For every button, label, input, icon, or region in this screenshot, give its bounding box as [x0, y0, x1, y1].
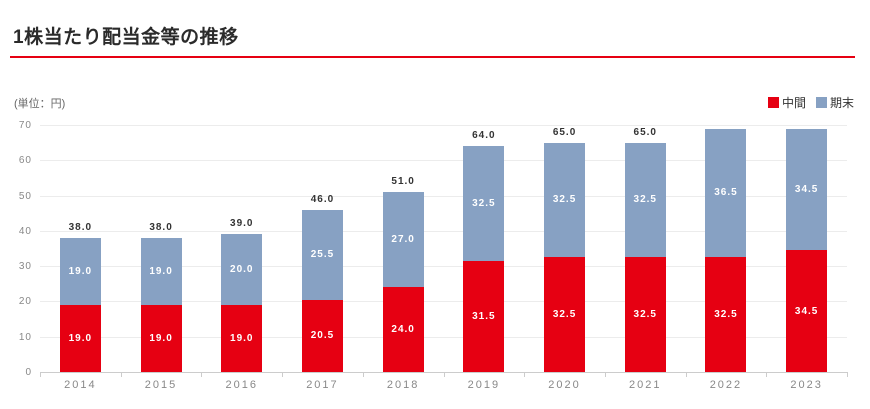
bar-total-label: 51.0 — [391, 176, 415, 188]
bar-segment-label: 19.0 — [149, 332, 173, 344]
y-axis-label: 60 — [18, 155, 32, 167]
legend-swatch-icon — [815, 97, 827, 108]
y-axis-label: 30 — [18, 261, 32, 273]
y-axis-label: 50 — [18, 190, 32, 202]
bar-total-label: 64.0 — [472, 130, 496, 142]
x-axis-tick — [847, 372, 848, 377]
legend-label: 期末 — [829, 96, 854, 110]
bar-segment: 34.5 — [786, 128, 828, 251]
bar-segment-label: 27.0 — [391, 234, 415, 246]
x-axis-label: 2022 — [709, 379, 743, 391]
bar-segment-label: 32.5 — [714, 309, 738, 321]
bar-segment: 19.0 — [140, 304, 182, 372]
chart-legend: 中間 期末 — [767, 94, 854, 111]
bar-segment-label: 19.0 — [149, 265, 173, 277]
bar-segment: 19.0 — [140, 237, 182, 305]
bar-segment-label: 24.0 — [391, 324, 415, 336]
gridline — [40, 266, 847, 268]
bar-segment: 19.0 — [59, 237, 101, 305]
bar-segment: 32.5 — [544, 142, 586, 258]
bar-segment: 32.5 — [544, 257, 586, 372]
bar-segment: 31.5 — [463, 260, 505, 372]
bar-segment: 20.0 — [221, 234, 263, 305]
bar-segment-label: 32.5 — [472, 197, 496, 209]
bar-segment-label: 19.0 — [230, 332, 254, 344]
bar-segment-label: 25.5 — [310, 249, 335, 261]
x-axis-label: 2017 — [306, 379, 339, 391]
x-axis-label: 2016 — [225, 379, 258, 391]
bar-total-label: 38.0 — [68, 221, 93, 233]
y-axis-label: 20 — [18, 296, 32, 308]
bar-segment-label: 19.0 — [68, 265, 93, 277]
bar-segment: 34.5 — [786, 250, 828, 372]
legend-swatch-icon — [767, 97, 779, 108]
gridline — [40, 336, 847, 338]
y-axis-label: 10 — [18, 331, 32, 343]
y-axis-label: 40 — [18, 225, 32, 237]
x-axis-tick — [362, 372, 364, 377]
gridline — [40, 301, 847, 303]
x-axis-tick — [120, 372, 122, 377]
gridline — [40, 230, 847, 232]
x-axis-label: 2021 — [629, 379, 662, 391]
x-axis-tick — [685, 372, 687, 377]
bar-segment-label: 19.0 — [68, 332, 93, 344]
x-axis-tick — [443, 372, 445, 377]
y-axis-label: 70 — [18, 120, 32, 131]
bar-segment: 27.0 — [382, 192, 424, 288]
bar-segment: 25.5 — [301, 209, 343, 300]
gridline — [40, 125, 847, 126]
title-accent-rule — [10, 56, 855, 58]
bar-segment: 32.5 — [624, 142, 666, 258]
bar-segment-label: 20.5 — [310, 330, 335, 342]
plot-area: 0 10 20 30 40 50 60 70 19.0 19.0 38.0 2014 19.0 19.0 3… — [19, 120, 848, 391]
x-axis-tick — [604, 372, 606, 377]
gridline — [40, 160, 847, 162]
bar-segment: 32.5 — [624, 257, 666, 372]
bar-segment-label: 20.0 — [230, 264, 254, 276]
legend-item: 中間 — [767, 94, 806, 111]
bar-total-label: 38.0 — [149, 221, 173, 233]
x-axis-tick — [201, 372, 203, 377]
x-axis-tick — [40, 372, 41, 377]
x-axis-label: 2015 — [144, 379, 178, 391]
bar-segment: 24.0 — [382, 287, 424, 372]
bar-segment: 19.0 — [59, 304, 101, 372]
x-axis-tick — [766, 372, 768, 377]
bar-segment-label: 34.5 — [794, 183, 819, 195]
bar-segment-label: 31.5 — [472, 310, 496, 322]
unit-label: (単位：円) — [14, 98, 66, 110]
legend-item: 期末 — [815, 94, 854, 111]
x-axis-label: 2020 — [548, 379, 581, 391]
bar-segment-label: 34.5 — [794, 305, 819, 317]
x-axis-tick — [282, 372, 284, 377]
bar-total-label: 39.0 — [230, 218, 254, 230]
bar-segment: 20.5 — [301, 299, 343, 372]
bar-segment-label: 32.5 — [552, 309, 577, 321]
legend-label: 中間 — [781, 96, 806, 110]
bar-segment: 19.0 — [221, 304, 263, 372]
bar-segment: 32.5 — [463, 146, 505, 261]
bar-segment-label: 32.5 — [633, 309, 657, 321]
x-axis-label: 2018 — [386, 379, 420, 391]
bar-segment-label: 32.5 — [633, 194, 657, 206]
page-title: 1株当たり配当金等の推移 — [13, 26, 239, 48]
x-axis-label: 2014 — [64, 379, 97, 391]
bar-segment-label: 32.5 — [552, 194, 577, 206]
bar-segment: 36.5 — [705, 128, 747, 258]
x-axis-label: 2023 — [790, 379, 823, 391]
y-axis-label: 0 — [25, 367, 32, 378]
x-axis-label: 2019 — [467, 379, 501, 391]
x-axis-tick — [524, 372, 526, 377]
bar-total-label: 65.0 — [552, 126, 577, 138]
bar-total-label: 65.0 — [633, 126, 657, 138]
bar-segment-label: 36.5 — [714, 187, 738, 199]
bar-segment: 32.5 — [705, 257, 747, 372]
gridline — [40, 195, 847, 197]
bar-total-label: 46.0 — [310, 193, 335, 205]
